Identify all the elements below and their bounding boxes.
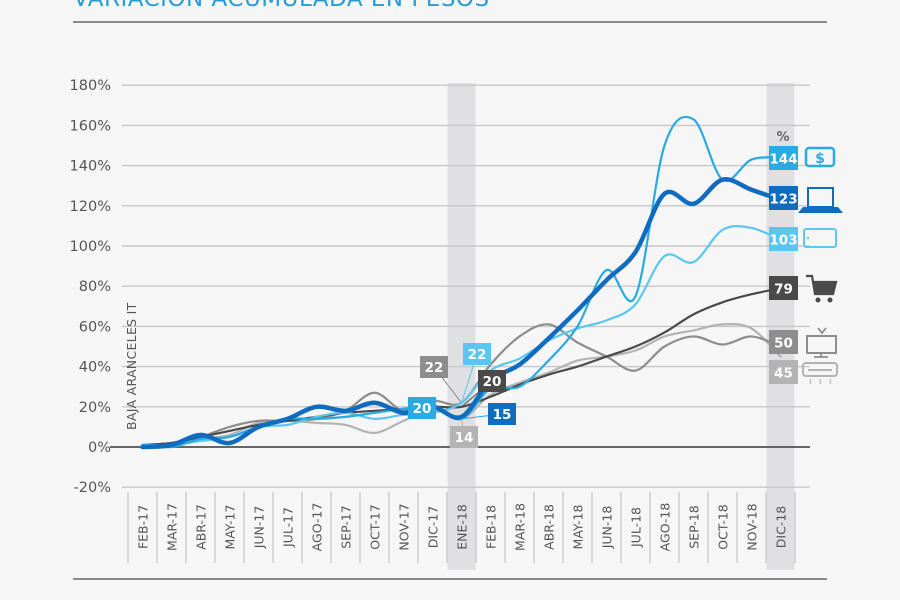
x-axis: FEB-17 MAR-17 ABR-17 MAY-17 JUN-17 JUL-17 AGO-… — [127, 492, 796, 563]
x-tick-label: FEB-18 — [484, 505, 499, 549]
x-tick-label: MAY-18 — [571, 504, 586, 549]
x-tick-label: ENE-18 — [455, 504, 470, 550]
x-tick-label: AGO-17 — [310, 503, 325, 552]
x-tick-label: JUN-18 — [600, 506, 615, 550]
end-label-value: 45 — [774, 366, 793, 382]
x-tick-label: AGO-18 — [658, 503, 673, 552]
legend-icons: $ — [798, 146, 843, 385]
callout-value: 22 — [468, 347, 487, 363]
callout-dolar: 15 — [488, 403, 516, 425]
callout-tablets: 22 — [463, 343, 491, 365]
end-label-value: 79 — [774, 282, 793, 298]
x-tick-label: OCT-18 — [716, 504, 731, 550]
end-label-value: 103 — [769, 233, 797, 249]
callout-aire-acondicionado: 14 — [450, 426, 478, 448]
bottom-divider — [73, 578, 827, 580]
x-tick-label: MAR-18 — [513, 503, 528, 551]
end-label-dolar: 144 — [769, 146, 798, 170]
end-label-televisores: 50 — [769, 330, 798, 354]
end-label-value: 144 — [769, 152, 797, 168]
series-line-notebooks — [140, 177, 783, 450]
y-tick-label: 120% — [70, 199, 111, 215]
x-tick-label: MAR-17 — [165, 503, 180, 551]
air-conditioner-icon — [802, 362, 838, 385]
y-axis: -20% 0% 20% 40% 60% 80% 100% 120% 140% 160% 180% — [70, 78, 111, 496]
callouts: 20 22 22 14 20 15 — [408, 343, 516, 448]
x-tick-label: JUN-17 — [252, 506, 267, 550]
x-tick-label: MAY-17 — [223, 505, 238, 550]
x-tick-label: SEP-18 — [687, 505, 702, 549]
callout-value: 20 — [483, 374, 502, 390]
dollar-bill-icon: $ — [804, 146, 836, 168]
callout-value: 22 — [425, 360, 444, 376]
x-tick-label: DIC-17 — [426, 506, 441, 548]
callout-value: 20 — [413, 401, 432, 417]
y-tick-label: 60% — [79, 319, 111, 335]
x-tick-label: FEB-17 — [136, 505, 151, 549]
y-tick-label: 20% — [79, 400, 111, 416]
callout-value: 15 — [493, 407, 512, 423]
callout-alimentos: 20 — [478, 370, 506, 392]
callout-notebooks: 20 — [408, 397, 436, 419]
x-tick-label: OCT-17 — [368, 504, 383, 549]
end-label-alimentos: 79 — [769, 276, 798, 300]
end-label-notebooks: 123 — [769, 186, 798, 210]
end-label-tablets: 103 — [769, 227, 798, 251]
x-tick-label: JUL-17 — [281, 507, 296, 548]
shopping-cart-icon — [806, 274, 838, 303]
x-tick-label: ABR-17 — [194, 504, 209, 550]
gridlines — [110, 84, 810, 488]
end-label-value: 123 — [769, 192, 797, 208]
y-tick-label: 100% — [70, 239, 111, 255]
svg-text:$: $ — [815, 151, 825, 167]
chart-title: VARIACIÓN ACUMULADA EN PESOS — [73, 0, 490, 12]
x-tick-label: ABR-18 — [542, 504, 557, 550]
tv-icon — [806, 327, 837, 358]
title-divider — [73, 21, 827, 23]
end-label-header: % — [776, 130, 789, 145]
x-tick-label: DIC-18 — [774, 506, 789, 549]
x-tick-label: NOV-17 — [397, 503, 412, 550]
laptop-icon — [798, 187, 843, 213]
y-tick-label: -20% — [74, 480, 111, 496]
y-tick-label: 0% — [88, 440, 111, 456]
callout-televisores: 22 — [420, 356, 448, 378]
annotation-baja-aranceles: BAJA ARANCELES IT — [124, 302, 139, 430]
x-tick-label: SEP-17 — [339, 505, 354, 549]
end-label-value: 50 — [774, 336, 793, 352]
x-tick-label: NOV-18 — [745, 503, 760, 550]
end-labels: 144 123 103 79 50 45 — [769, 146, 798, 384]
callout-value: 14 — [455, 430, 474, 446]
end-label-aire-acondicionado: 45 — [769, 360, 798, 384]
y-tick-label: 140% — [70, 159, 111, 175]
y-tick-label: 180% — [70, 78, 111, 94]
y-tick-label: 80% — [79, 279, 111, 295]
tablet-icon — [803, 228, 837, 248]
y-tick-label: 40% — [79, 360, 111, 376]
x-tick-label: JUL-18 — [629, 507, 644, 548]
y-tick-label: 160% — [70, 118, 111, 134]
